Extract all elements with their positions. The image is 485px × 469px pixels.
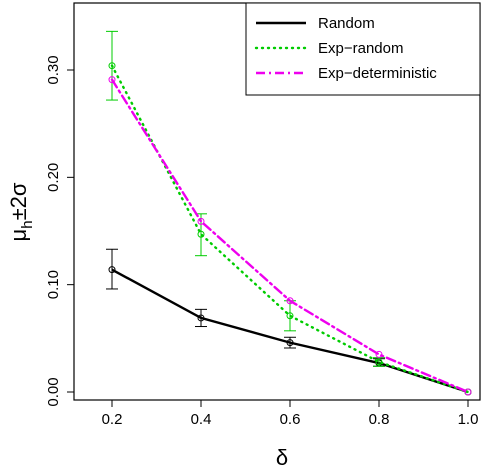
y-axis-title-rest: ±2σ	[6, 182, 31, 220]
data-point-random	[197, 314, 205, 322]
legend-box	[245, 2, 481, 96]
data-point-exp-random	[197, 230, 205, 238]
legend-label-exp-deterministic: Exp−deterministic	[318, 65, 437, 82]
y-tick-label: 0.20	[45, 163, 62, 192]
x-tick-label: 1.0	[458, 411, 479, 428]
y-tick-label: 0.10	[45, 270, 62, 299]
ticks-layer: 0.2 0.4 0.6 0.8 1.0 0.00 0.10 0.20 0.30	[45, 55, 478, 428]
data-point-exp-deterministic	[375, 350, 383, 358]
x-axis-title: δ	[276, 445, 288, 469]
legend-label-random: Random	[318, 15, 375, 32]
x-tick-label: 0.6	[280, 411, 301, 428]
data-point-exp-deterministic	[464, 388, 472, 396]
y-tick-label: 0.30	[45, 55, 62, 84]
legend: Random Exp−random Exp−deterministic	[245, 2, 481, 96]
data-point-exp-random	[286, 312, 294, 320]
x-tick-label: 0.8	[369, 411, 390, 428]
x-tick-label: 0.4	[191, 411, 212, 428]
data-point-random	[286, 339, 294, 347]
series-layer	[106, 30, 472, 396]
legend-label-exp-random: Exp−random	[318, 40, 403, 57]
data-point-exp-deterministic	[108, 76, 116, 84]
series-exp-deterministic	[108, 76, 472, 396]
data-point-exp-deterministic	[197, 217, 205, 225]
data-point-exp-deterministic	[286, 297, 294, 305]
y-axis-title-sub: h	[19, 220, 36, 228]
data-point-random	[108, 266, 116, 274]
series-line-exp-deterministic	[110, 78, 470, 394]
x-tick-label: 0.2	[102, 411, 123, 428]
series-random	[106, 248, 472, 396]
y-tick-label: 0.00	[45, 377, 62, 406]
y-axis-title: μh±2σ	[6, 182, 36, 241]
y-axis-title-mu: μ	[6, 229, 31, 242]
data-point-exp-random	[375, 358, 383, 366]
data-point-exp-random	[108, 62, 116, 70]
series-exp-random	[106, 30, 472, 396]
